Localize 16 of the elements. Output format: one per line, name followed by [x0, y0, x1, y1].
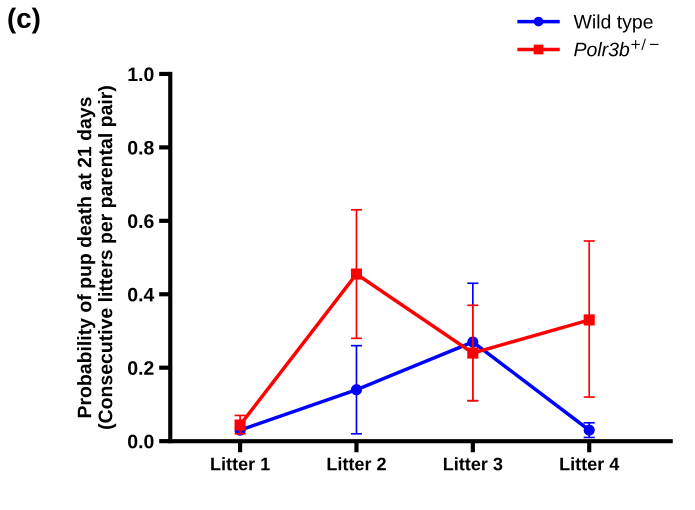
point: [234, 419, 246, 431]
x-tick-label: Litter 3: [444, 457, 502, 470]
x-tick-label: Litter 4: [560, 457, 620, 470]
y-tick-label: 0.6: [128, 214, 154, 228]
y-tick-label: 0.2: [128, 361, 154, 375]
text: (c): [8, 8, 40, 34]
x-tick-label: Litter 2: [328, 457, 386, 470]
y-tick-label: 0.4: [128, 288, 154, 302]
legend-label: Wild type: [574, 14, 653, 32]
legend-label: Polr3b$^{+/−}$: [574, 38, 659, 56]
y-tick-label: 0.0: [128, 434, 154, 448]
y-tick-label: 1.0: [128, 67, 154, 82]
x-tick-label: Litter 1: [211, 457, 270, 470]
point: [584, 314, 595, 326]
y-tick-label: 0.8: [128, 140, 154, 155]
y-axis-title: Probability of pup death at 21 days (Consecutive litters per parental pair): [77, 86, 116, 429]
